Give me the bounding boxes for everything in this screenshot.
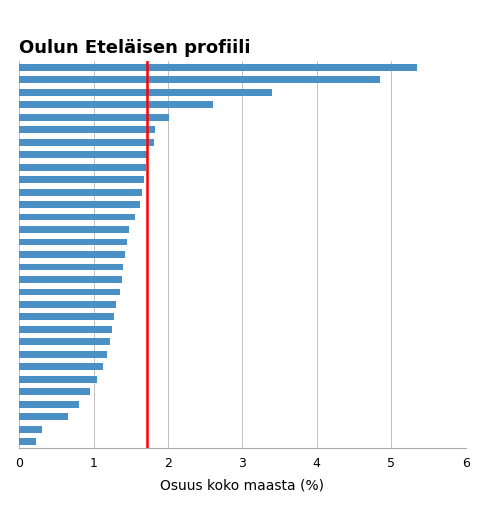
Bar xyxy=(19,89,272,96)
Bar xyxy=(19,151,147,158)
Bar xyxy=(19,76,380,83)
Bar xyxy=(19,201,140,208)
Bar xyxy=(19,438,36,445)
Bar xyxy=(19,314,114,320)
Bar xyxy=(19,114,169,121)
Bar xyxy=(19,214,134,220)
Bar xyxy=(19,401,79,408)
Bar xyxy=(19,301,116,308)
Bar xyxy=(19,251,125,258)
Bar xyxy=(19,289,120,295)
Bar xyxy=(19,426,41,433)
Bar xyxy=(19,64,417,71)
Bar xyxy=(19,126,156,133)
Bar xyxy=(19,264,123,270)
Bar xyxy=(19,413,68,420)
X-axis label: Osuus koko maasta (%): Osuus koko maasta (%) xyxy=(160,478,324,492)
Bar xyxy=(19,139,154,146)
Bar xyxy=(19,164,145,171)
Bar xyxy=(19,363,103,370)
Bar xyxy=(19,176,144,183)
Bar xyxy=(19,239,127,245)
Bar xyxy=(19,276,122,283)
Bar xyxy=(19,351,107,358)
Bar xyxy=(19,326,112,333)
Bar xyxy=(19,189,142,195)
Bar xyxy=(19,226,129,233)
Text: Oulun Eteläisen profiili: Oulun Eteläisen profiili xyxy=(19,39,251,56)
Bar xyxy=(19,101,213,108)
Bar xyxy=(19,376,97,383)
Bar xyxy=(19,338,110,345)
Bar xyxy=(19,388,90,395)
